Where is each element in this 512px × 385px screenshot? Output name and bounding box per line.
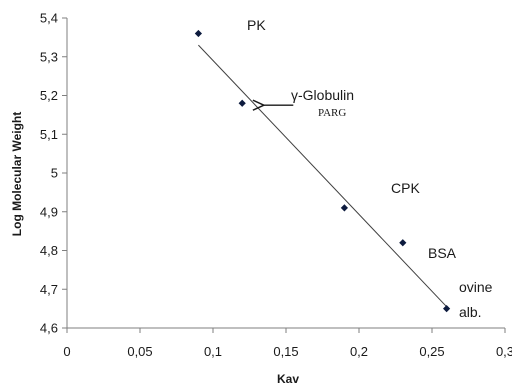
- x-axis-ticks: 0 0,05 0,1 0,15 0,2 0,25 0,3: [63, 328, 512, 359]
- y-tick-label: 4,9: [40, 204, 58, 219]
- y-tick-label: 5: [51, 166, 58, 181]
- label-globulin: γ-Globulin: [291, 87, 354, 103]
- y-tick-label: 5,4: [40, 11, 58, 26]
- x-tick-label: 0,3: [496, 344, 512, 359]
- trend-line: [198, 44, 447, 308]
- label-pk: PK: [247, 17, 266, 33]
- data-point: [443, 305, 451, 313]
- data-point: [399, 239, 407, 247]
- x-tick-label: 0,2: [350, 344, 368, 359]
- y-tick-label: 4,6: [40, 321, 58, 336]
- x-tick-label: 0,15: [273, 344, 298, 359]
- x-axis-title: Kav: [277, 372, 299, 385]
- y-tick-label: 4,8: [40, 243, 58, 258]
- label-alb: alb.: [459, 304, 482, 320]
- x-tick-label: 0,05: [127, 344, 152, 359]
- x-tick-label: 0: [63, 344, 70, 359]
- x-tick-label: 0,25: [419, 344, 444, 359]
- y-tick-label: 4,7: [40, 282, 58, 297]
- label-ovine: ovine: [459, 279, 493, 295]
- label-parg: PARG: [318, 107, 346, 119]
- x-tick-label: 0,1: [204, 344, 222, 359]
- data-point: [238, 99, 246, 107]
- y-tick-label: 5,3: [40, 49, 58, 64]
- label-bsa: BSA: [428, 245, 457, 261]
- y-tick-label: 5,1: [40, 127, 58, 142]
- y-tick-label: 5,2: [40, 88, 58, 103]
- data-point: [194, 29, 202, 38]
- label-cpk: CPK: [391, 180, 420, 196]
- data-points: [194, 29, 451, 313]
- y-axis-ticks: 4,6 4,7 4,8 4,9 5 5,1 5,2 5,3 5,4: [40, 11, 67, 336]
- y-axis-title: Log Molecular Weight: [10, 112, 24, 236]
- data-point: [340, 204, 348, 212]
